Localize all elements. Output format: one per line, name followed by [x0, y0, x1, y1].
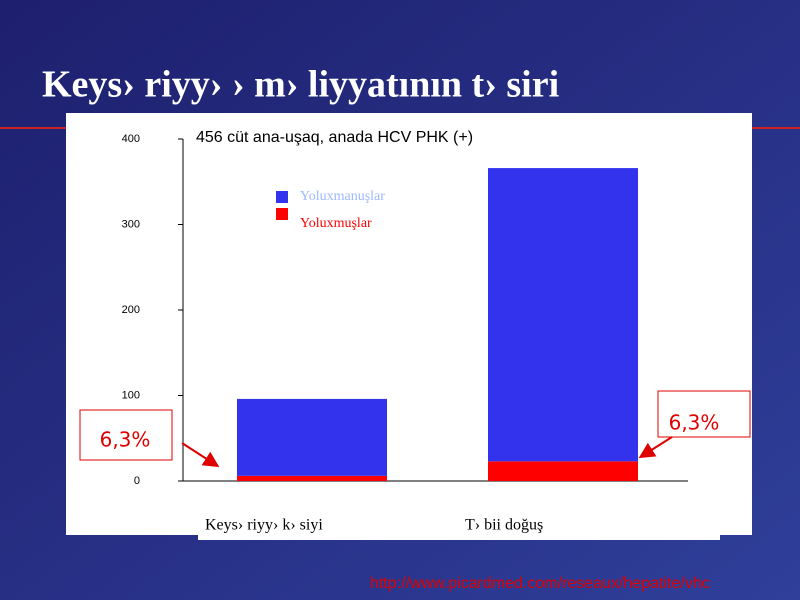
chart-subtitle: 456 cüt ana-uşaq, anada HCV PHK (+)	[196, 129, 473, 146]
annotation: 6,3%	[100, 428, 151, 452]
slide-title: Keys› riyy› › m› liyyatının t› siri	[42, 64, 559, 106]
category-strip	[198, 512, 720, 540]
annotation: 6,3%	[669, 411, 720, 435]
x-tick-label: T› bii doğuş	[465, 517, 543, 534]
x-tick-label: Keys› riyy› k› siyi	[205, 517, 323, 534]
arrow	[638, 436, 673, 459]
bar-segment	[237, 475, 387, 481]
bar-segment	[488, 461, 638, 481]
y-tick-label: 300	[122, 218, 140, 230]
y-tick-label: 0	[134, 475, 140, 487]
y-tick-label: 100	[122, 389, 140, 401]
arrow	[181, 442, 220, 468]
legend-label: Yoluxmanuşlar	[300, 189, 385, 204]
source-url[interactable]: http://www.picardmed.com/reseaux/hepatit…	[370, 575, 710, 592]
annotation-box	[79, 409, 173, 461]
legend-label: Yoluxmuşlar	[300, 216, 372, 231]
legend-swatch	[276, 191, 288, 203]
chart-panel	[66, 113, 752, 535]
annotation-box	[657, 390, 751, 438]
bar-segment	[237, 398, 387, 476]
y-tick-label: 200	[122, 304, 140, 316]
bar-segment	[488, 168, 638, 462]
y-tick-label: 400	[122, 133, 140, 145]
legend-swatch	[276, 208, 288, 220]
